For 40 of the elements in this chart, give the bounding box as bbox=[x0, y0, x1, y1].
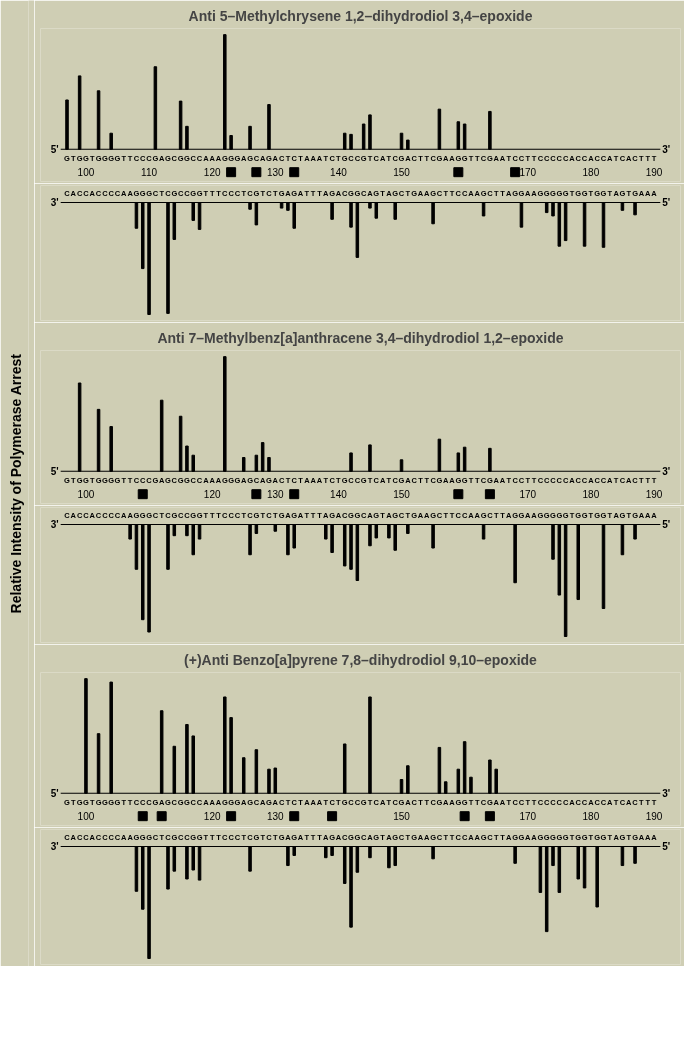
x-tick-label: 100 bbox=[77, 167, 95, 179]
x-tick-label: 130 bbox=[266, 167, 285, 179]
x-tick-label: 150 bbox=[393, 489, 411, 501]
x-tick-label: 140 bbox=[330, 489, 348, 501]
x-tick-label: 130 bbox=[266, 811, 285, 823]
x-tick-label: 110 bbox=[141, 167, 158, 179]
x-tick-label: 120 bbox=[203, 811, 221, 823]
text: 5' bbox=[50, 787, 59, 799]
y-axis-title: Relative Intensity of Polymerase Arrest bbox=[7, 353, 24, 614]
text: 3' bbox=[662, 465, 671, 477]
x-tick-label: 150 bbox=[393, 167, 411, 179]
x-tick-label: 180 bbox=[582, 489, 600, 501]
text: 3' bbox=[50, 841, 59, 852]
x-tick-label: 100 bbox=[77, 489, 95, 501]
text: 5' bbox=[662, 841, 671, 852]
text: 3' bbox=[662, 143, 671, 155]
x-tick-label: 100 bbox=[77, 811, 95, 823]
x-tick-label: 120 bbox=[203, 167, 221, 179]
x-tick-label: 190 bbox=[645, 167, 663, 179]
x-tick-label: 190 bbox=[645, 489, 663, 501]
text: 5' bbox=[50, 143, 59, 155]
x-tick-label: 120 bbox=[203, 489, 221, 501]
x-tick-label: 150 bbox=[393, 811, 411, 823]
text: 5' bbox=[662, 519, 671, 530]
x-tick-label: 170 bbox=[519, 489, 537, 501]
chart-title: Anti 5–Methylchrysene 1,2–dihydrodiol 3,4–epoxide bbox=[188, 7, 533, 24]
x-tick-label: 180 bbox=[582, 167, 600, 179]
x-tick-label: 130 bbox=[266, 489, 285, 501]
x-tick-label: 180 bbox=[582, 811, 600, 823]
text: 3' bbox=[662, 787, 671, 799]
text: 3' bbox=[50, 519, 59, 530]
x-tick-label: 190 bbox=[645, 811, 663, 823]
text: 5' bbox=[662, 197, 671, 208]
chart-title: Anti 7–Methylbenz[a]anthracene 3,4–dihydrodiol 1,2–epoxide bbox=[157, 329, 564, 346]
chart-title: (+)Anti Benzo[a]pyrene 7,8–dihydrodiol 9,10–epoxide bbox=[184, 651, 538, 668]
x-tick-label: 170 bbox=[519, 167, 537, 179]
text: 5' bbox=[50, 465, 59, 477]
x-tick-label: 140 bbox=[330, 167, 348, 179]
x-tick-label: 170 bbox=[519, 811, 537, 823]
text: 3' bbox=[50, 197, 59, 208]
